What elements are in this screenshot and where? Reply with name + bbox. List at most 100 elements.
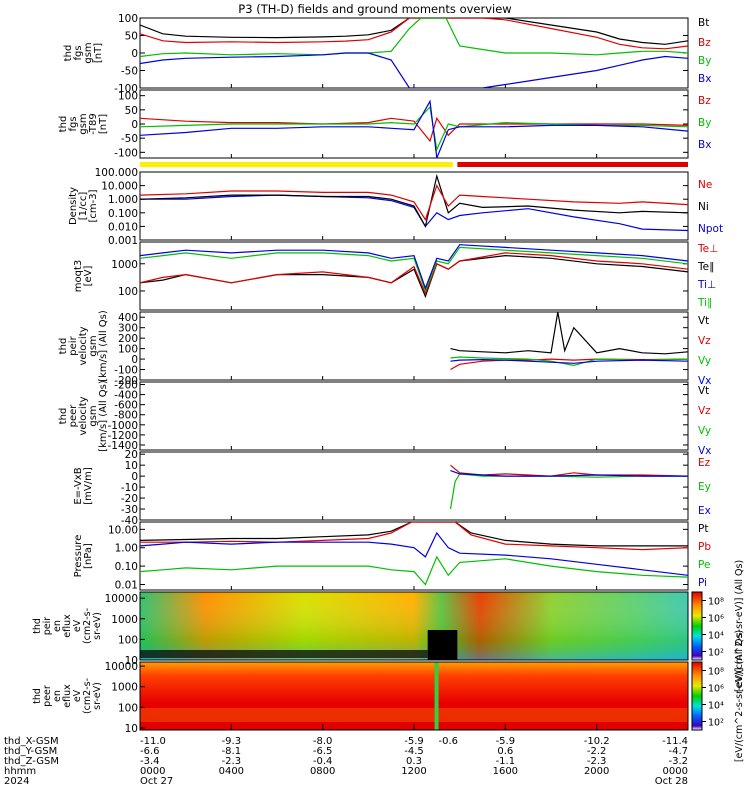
y-tick-label: 0.10	[115, 561, 138, 573]
y-axis-label: eflux	[62, 614, 73, 638]
legend-entry: Vx	[698, 375, 711, 387]
series-line	[140, 244, 688, 290]
y-tick-label: 10000	[105, 661, 138, 673]
legend-entry: Te∥	[697, 261, 714, 273]
series-line	[449, 473, 688, 510]
panel-frame	[139, 17, 689, 89]
series-line	[140, 531, 688, 576]
y-tick-label: 400	[118, 312, 138, 324]
x-row-value: -8.0	[313, 736, 333, 747]
x-row-name: 2024	[4, 776, 29, 787]
y-tick-label: 0.100	[108, 208, 138, 220]
x-row-name: thd_Z-GSM	[4, 756, 59, 767]
spectrogram-shading	[140, 708, 688, 722]
y-tick-label: 10	[125, 655, 138, 667]
panel-frame	[139, 381, 689, 451]
y-tick-label: -1200	[107, 430, 138, 442]
spectrogram-feature	[434, 662, 439, 730]
x-row-value: -0.6	[438, 736, 458, 747]
y-tick-label: -100	[114, 147, 138, 159]
series-line	[140, 18, 688, 58]
x-row-value: -3.4	[140, 756, 160, 767]
y-axis-label: (cm2-s-	[82, 608, 93, 644]
legend-entry: Bt	[698, 17, 709, 29]
y-axis-label: en	[52, 620, 63, 632]
y-tick-label: -600	[114, 400, 138, 412]
legend-entry: Bx	[698, 73, 711, 85]
y-tick-label: -1400	[107, 440, 138, 452]
legend-entry: Ez	[698, 457, 711, 469]
legend-entry: Pi	[698, 577, 707, 589]
panel-frame	[139, 451, 689, 521]
y-axis-label: thd	[63, 45, 74, 62]
legend-entry: Pt	[698, 523, 708, 535]
y-tick-label: 10	[125, 460, 138, 472]
x-row-value: 0.6	[497, 746, 513, 757]
y-tick-label: 100	[118, 634, 138, 646]
y-tick-label: -400	[114, 390, 138, 402]
y-tick-label: 20	[125, 449, 138, 461]
x-row-value: -4.7	[668, 746, 688, 757]
y-tick-label: -200	[114, 375, 138, 387]
colorbar	[691, 661, 703, 731]
legend-entry: By	[698, 117, 711, 129]
y-axis-label: fgs	[73, 45, 84, 60]
series-line	[450, 312, 688, 355]
y-tick-label: 200	[118, 333, 138, 345]
x-row-value: 0800	[310, 766, 335, 777]
y-tick-label: -200	[114, 380, 138, 392]
y-axis-label: eV	[72, 689, 83, 702]
x-row-name: thd_X-GSM	[4, 736, 59, 747]
y-axis-label: gsm	[88, 335, 99, 356]
y-tick-label: 1000	[111, 614, 138, 626]
x-row-value: -5.9	[404, 736, 424, 747]
y-axis-label: thd	[32, 618, 43, 634]
y-tick-label: -40	[121, 515, 138, 527]
legend-entry: Vy	[698, 355, 711, 367]
series-line	[450, 356, 688, 367]
x-row-value: -6.6	[140, 746, 160, 757]
y-axis-label: [mV/m]	[83, 467, 94, 505]
x-row-value: -10.2	[584, 736, 610, 747]
legend-entry: Pb	[698, 541, 711, 553]
series-line	[450, 470, 688, 477]
x-row-value: -4.5	[404, 746, 424, 757]
colorbar-tick-label: 10²	[708, 648, 724, 659]
legend-entry: Vt	[698, 315, 709, 327]
y-axis-label: peer	[68, 404, 79, 428]
y-axis-label: [km/s] (All Qs)	[98, 380, 109, 452]
x-row-value: -1.1	[496, 756, 516, 767]
x-row-value: -11.4	[662, 736, 688, 747]
legend-entry: By	[698, 55, 711, 67]
y-axis-label: -T89	[88, 113, 99, 135]
x-row-value: -6.5	[313, 746, 333, 757]
x-row-value: -9.3	[222, 736, 242, 747]
y-axis-label: [1/cc]	[78, 192, 89, 221]
panel-frame	[139, 311, 689, 381]
legend-entry: Ni	[698, 201, 709, 213]
panel-frame	[139, 521, 689, 591]
y-axis-label: peir	[42, 617, 53, 636]
y-tick-label: -50	[121, 133, 138, 145]
colorbar-tick-label: 10⁴	[708, 631, 724, 642]
series-line	[140, 18, 688, 50]
x-row-name: thd_Y-GSM	[4, 746, 57, 757]
x-row-value: -2.3	[587, 756, 607, 767]
y-axis-label: velocity	[78, 326, 89, 365]
y-axis-label: [eV]	[83, 266, 94, 287]
y-tick-label: 0	[131, 471, 138, 483]
y-tick-label: -100	[114, 365, 138, 377]
x-row-value: 0000	[663, 766, 688, 777]
y-tick-label: -20	[121, 493, 138, 505]
y-tick-label: 100	[118, 91, 138, 103]
legend-entry: Ti∥	[697, 297, 712, 309]
legend-entry: Ey	[698, 481, 711, 493]
series-line	[140, 194, 688, 232]
spectrogram-shading	[140, 592, 688, 660]
colorbar-tick-label: 10⁸	[708, 667, 724, 678]
chart-title: P3 (TH-D) fields and ground moments over…	[238, 2, 511, 16]
y-tick-label: 50	[125, 31, 138, 43]
series-line	[140, 246, 688, 293]
status-bar	[457, 162, 688, 167]
